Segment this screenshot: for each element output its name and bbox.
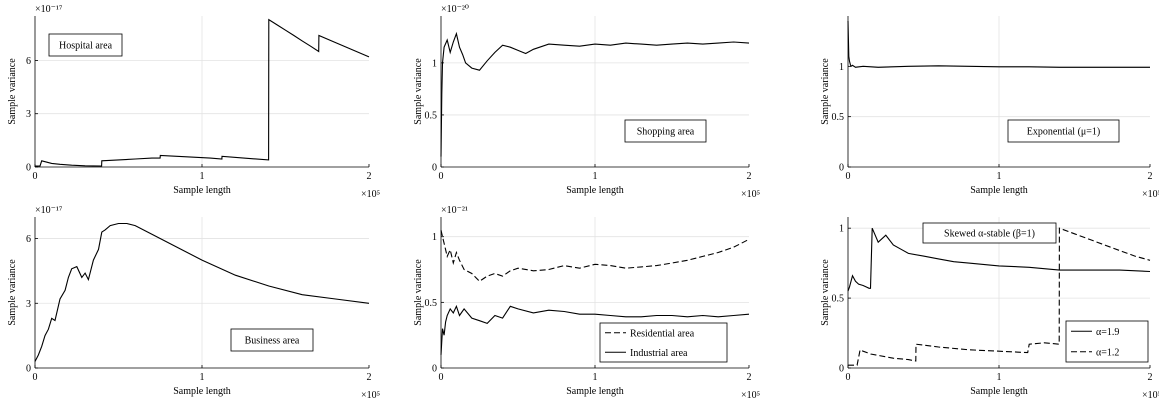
y-tick-label: 1 (839, 62, 844, 73)
x-axis-label: Sample length (566, 386, 624, 397)
x-tick-label: 1 (997, 372, 1002, 383)
chart-panel-3: 0 1 2 0 0.5 1 Sample length Sample variance ×10⁵… (820, 16, 1159, 200)
y-axis-label: Sample variance (820, 58, 831, 125)
x-tick-label: 2 (1148, 171, 1153, 182)
annotation-box (48, 33, 123, 57)
y-tick-label: 1 (432, 58, 437, 69)
annotation-text: Exponential (μ=1) (1027, 127, 1100, 138)
x-axis-label: Sample length (566, 185, 624, 196)
chart-panel-4: 0 1 2 0 3 6 Sample length Sample variance ×10⁵ ×1… (7, 205, 380, 401)
x-tick-label: 1 (200, 171, 205, 182)
y-axis-label: Sample variance (413, 58, 424, 125)
x-tick-label: 1 (593, 171, 598, 182)
y-exponent-label: ×10⁻²⁰ (441, 4, 469, 15)
y-tick-label: 0 (26, 163, 31, 174)
x-tick-label: 1 (593, 372, 598, 383)
legend-label: Industrial area (630, 348, 688, 359)
annotation-box (230, 328, 314, 352)
series-line-1 (847, 227, 1151, 292)
annotation-box (1007, 119, 1120, 143)
chart-panel-1: 0 1 2 0 3 6 Sample length Sample variance ×10⁵ ×1… (7, 4, 380, 200)
legend-label: α=1.9 (1096, 327, 1119, 338)
x-tick-label: 2 (1148, 372, 1153, 383)
y-exponent-label: ×10⁻²¹ (441, 205, 468, 216)
y-exponent-label: ×10⁻¹⁷ (35, 4, 63, 15)
y-axis-label: Sample variance (413, 259, 424, 326)
y-axis-label: Sample variance (820, 259, 831, 326)
series-line-1 (847, 20, 1150, 68)
series-line-2 (440, 304, 750, 355)
x-tick-label: 2 (747, 372, 752, 383)
series-line-2 (848, 227, 1151, 366)
y-tick-label: 1 (839, 224, 844, 235)
chart-panel-5: 0 1 2 0 0.5 1 Sample length Sample variance ×10⁵… (413, 205, 760, 401)
x-tick-label: 2 (747, 171, 752, 182)
y-tick-label: 0 (839, 364, 844, 375)
y-tick-label: 0.5 (832, 112, 845, 123)
annotation-box (624, 119, 707, 143)
x-tick-label: 0 (439, 372, 444, 383)
y-tick-label: 0 (432, 364, 437, 375)
legend-box (1065, 320, 1149, 363)
x-tick-label: 0 (33, 171, 38, 182)
y-tick-label: 0.5 (425, 298, 438, 309)
y-tick-label: 3 (26, 109, 31, 120)
x-tick-label: 2 (367, 171, 372, 182)
legend-label: α=1.2 (1096, 347, 1119, 358)
y-tick-label: 0.5 (425, 110, 438, 121)
y-tick-label: 6 (26, 234, 31, 245)
x-exponent-label: ×10⁵ (1142, 390, 1159, 401)
legend-label: Residential area (630, 328, 695, 339)
x-tick-label: 0 (846, 171, 851, 182)
series-line-1 (440, 229, 750, 283)
annotation-text: Hospital area (59, 41, 113, 52)
x-axis-label: Sample length (173, 386, 231, 397)
x-axis-label: Sample length (970, 185, 1028, 196)
y-tick-label: 3 (26, 299, 31, 310)
annotation-text: Business area (245, 336, 300, 347)
series-line-1 (34, 222, 370, 362)
x-tick-label: 1 (997, 171, 1002, 182)
x-tick-label: 0 (439, 171, 444, 182)
x-tick-label: 2 (367, 372, 372, 383)
y-axis-label: Sample variance (7, 58, 18, 125)
x-axis-label: Sample length (173, 185, 231, 196)
annotation-box (922, 222, 1057, 244)
x-exponent-label: ×10⁵ (741, 189, 760, 200)
y-tick-label: 1 (432, 232, 437, 243)
y-exponent-label: ×10⁻¹⁷ (35, 205, 63, 216)
chart-panel-2: 0 1 2 0 0.5 1 Sample length Sample variance ×10⁵… (413, 4, 760, 200)
x-exponent-label: ×10⁵ (361, 189, 380, 200)
x-axis-label: Sample length (970, 386, 1028, 397)
y-tick-label: 6 (26, 56, 31, 67)
x-exponent-label: ×10⁵ (361, 390, 380, 401)
series-line-1 (35, 18, 370, 167)
y-axis-label: Sample variance (7, 259, 18, 326)
annotation-text: Skewed α-stable (β=1) (944, 229, 1035, 240)
x-tick-label: 1 (200, 372, 205, 383)
y-tick-label: 0 (26, 364, 31, 375)
legend-box (599, 322, 728, 363)
y-tick-label: 0 (432, 163, 437, 174)
series-line-1 (440, 31, 750, 157)
x-exponent-label: ×10⁵ (741, 390, 760, 401)
annotation-text: Shopping area (637, 127, 695, 138)
y-tick-label: 0 (839, 163, 844, 174)
x-tick-label: 0 (33, 372, 38, 383)
x-tick-label: 0 (846, 372, 851, 383)
x-exponent-label: ×10⁵ (1142, 189, 1159, 200)
y-tick-label: 0.5 (832, 294, 845, 305)
chart-panel-6: 0 1 2 0 0.5 1 Sample length Sample variance ×10⁵… (820, 217, 1159, 401)
